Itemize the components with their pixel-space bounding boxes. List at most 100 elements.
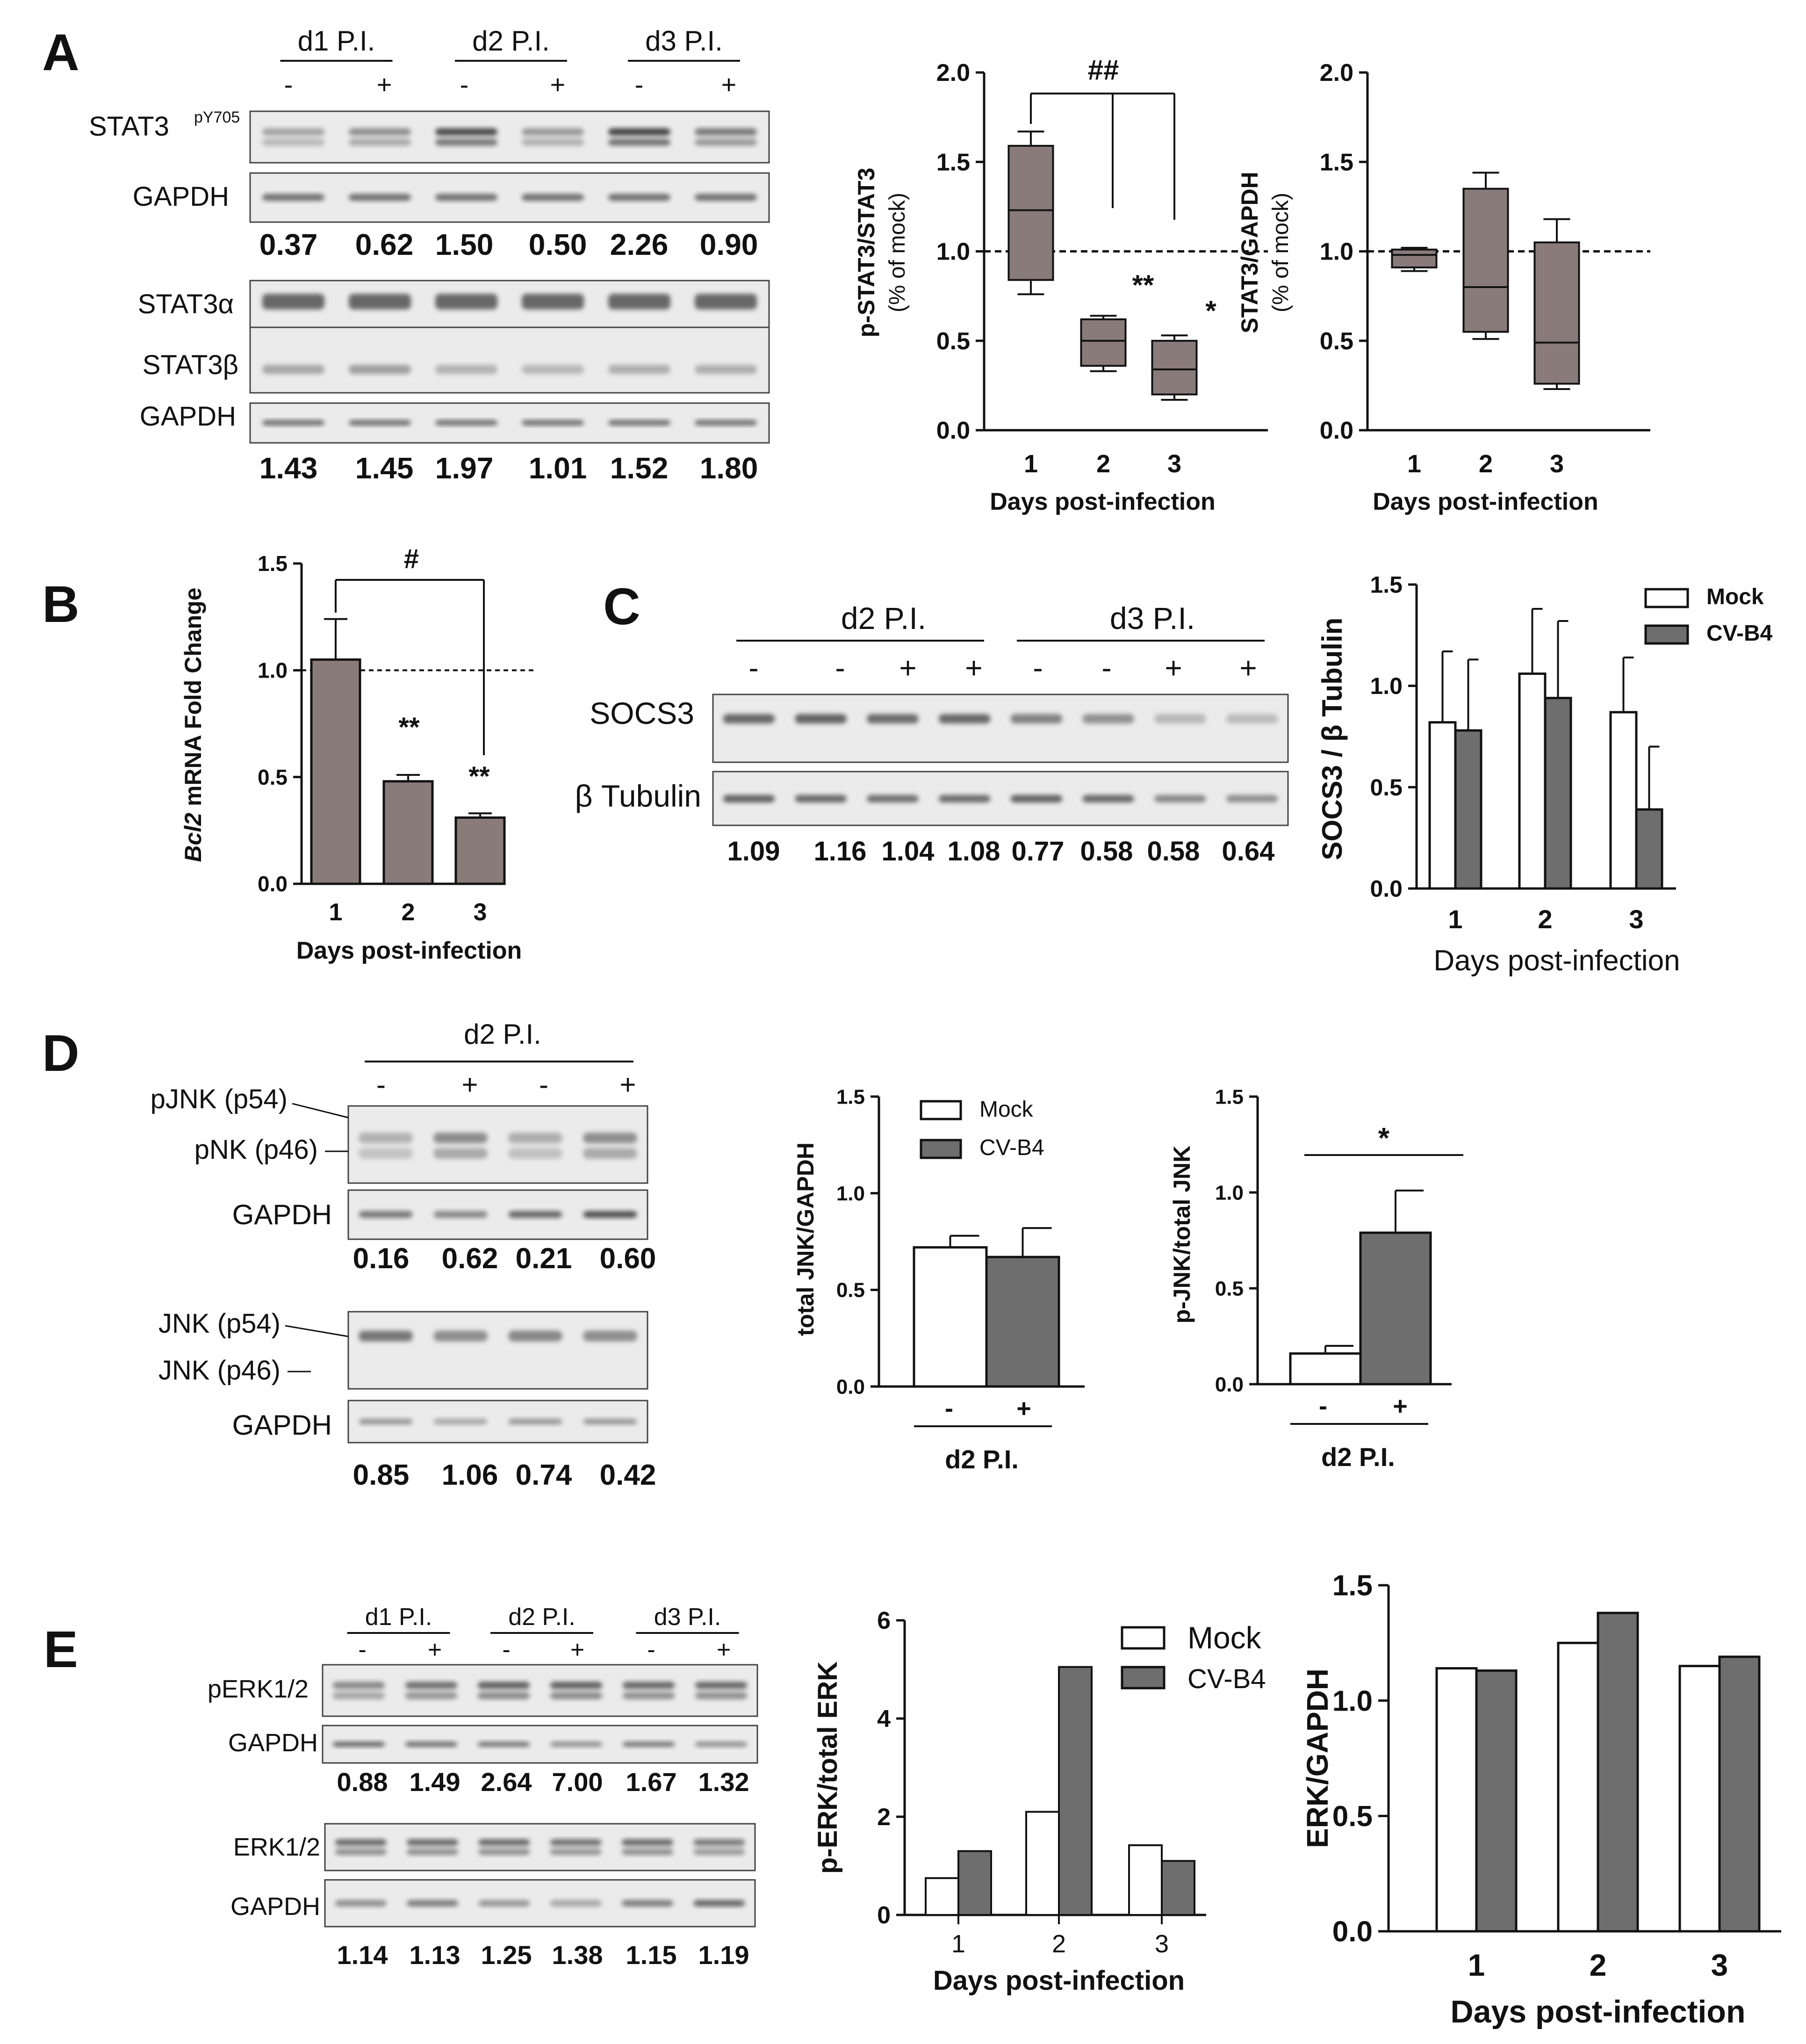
A2-box <box>1462 188 1509 333</box>
C-chart-bar-mock <box>1518 672 1547 890</box>
A2-x-tick-label: 3 <box>1550 450 1564 478</box>
D1-legend-swatch-mock <box>920 1100 962 1120</box>
E-label-erk: ERK1/2 <box>233 1833 320 1861</box>
C-chart-x-label: Days post-infection <box>1433 945 1680 977</box>
A1-x-tick-label: 1 <box>1024 450 1038 478</box>
E-lane-sign: - <box>358 1636 366 1663</box>
E2-chart-y-tick-label: 1.5 <box>1332 1570 1373 1602</box>
B-bar <box>382 780 434 885</box>
A-value-top: 0.37 <box>259 228 318 261</box>
E1-chart-y-tick-label: 0 <box>877 1902 891 1929</box>
E-value-bottom: 1.25 <box>481 1940 532 1970</box>
E1-legend-label-mock: Mock <box>1187 1620 1262 1655</box>
A-label-stat3-alpha: STAT3α <box>138 289 234 319</box>
B-sig-hash: # <box>404 544 419 574</box>
A-blot-stat3-alpha-band <box>694 294 757 310</box>
E2-chart-y-tick-label: 1.0 <box>1332 1685 1373 1717</box>
D-value-bottom: 1.06 <box>442 1459 498 1491</box>
B-x-label: Days post-infection <box>296 937 522 964</box>
E-value-top: 1.49 <box>410 1767 460 1797</box>
D-label-jnk54: JNK (p54) <box>158 1308 281 1339</box>
D-blot-pjnk-band <box>508 1148 562 1159</box>
D2-chart-x-tick-label: + <box>1393 1392 1408 1420</box>
E-blot-erk-band <box>406 1839 459 1846</box>
E1-chart-bar-cv-b4 <box>957 1850 992 1916</box>
D1-chart-x-tick-label: + <box>1016 1394 1031 1423</box>
A-blot-gapdh-2-band <box>521 420 584 426</box>
E-group-label-d2: d2 P.I. <box>508 1603 576 1631</box>
E-group-label-d1: d1 P.I. <box>365 1603 432 1631</box>
E-blot-gapdh-2 <box>324 1879 756 1928</box>
A-blot-pstat3-band <box>435 138 498 146</box>
A-blot-pstat3-band <box>694 128 757 136</box>
B-y-tick-label: 0.0 <box>258 872 288 896</box>
A1-box <box>1007 144 1054 281</box>
A-label-stat3-beta: STAT3β <box>143 350 238 380</box>
C-lane-sign: + <box>899 651 916 685</box>
E1-chart-bar-mock <box>925 1877 959 1916</box>
E-blot-perk-band <box>332 1682 385 1689</box>
D-blot-gapdh-2-band <box>508 1418 562 1425</box>
C-lane-sign: - <box>748 651 758 685</box>
A-value-bottom: 1.01 <box>529 451 587 485</box>
B-x-tick-label: 3 <box>474 899 487 926</box>
D1-chart-y-tick-label: 0.5 <box>836 1279 865 1302</box>
B-y-label: Bcl2 mRNA Fold Change <box>180 587 206 862</box>
D-blot-pjnk-band <box>433 1148 488 1159</box>
A-blot-gapdh-2-band <box>348 420 411 426</box>
D1-legend-label-cvb4: CV-B4 <box>979 1135 1044 1160</box>
C-lane-sign: - <box>1101 651 1111 685</box>
A2-y-label: STAT3/GAPDH <box>1237 172 1263 333</box>
E-blot-erk-band <box>693 1849 745 1855</box>
B-x-tick-label: 1 <box>329 899 343 926</box>
D-label-pjnk54: pJNK (p54) <box>151 1084 288 1114</box>
B-y-tick-label: 1.5 <box>258 551 288 576</box>
A-label-pstat3: STAT3 <box>89 111 169 142</box>
A-lane-sign: - <box>460 70 469 99</box>
B-y-tick-label: 1.0 <box>258 658 288 682</box>
A-lane-sign: - <box>635 70 644 99</box>
E1-chart-bar-cv-b4 <box>1058 1666 1093 1916</box>
A-lane-sign: - <box>284 70 293 99</box>
D-lane-sign: + <box>619 1069 636 1100</box>
E-lane-sign: + <box>717 1636 731 1663</box>
E-blot-erk-band <box>478 1839 530 1846</box>
D-label-pointer <box>292 1103 349 1119</box>
C-chart-x-tick-label: 3 <box>1629 904 1643 934</box>
A-blot-stat3-beta-band <box>435 365 498 374</box>
E-blot-perk-band <box>477 1682 530 1689</box>
E-blot-gapdh-1-band <box>405 1741 458 1747</box>
C-blot-socs3-band <box>723 714 775 724</box>
D-blot-gapdh-2-band <box>433 1418 488 1425</box>
C-value: 0.58 <box>1080 836 1133 867</box>
A-value-bottom: 1.52 <box>610 451 669 485</box>
C-legend-swatch-cvb4 <box>1644 624 1689 645</box>
E2-chart-y-label: ERK/GAPDH <box>1301 1668 1334 1848</box>
C-chart-bar-mock <box>1609 711 1638 890</box>
D-blot-gapdh-2 <box>347 1400 648 1444</box>
A-blot-pstat3-band <box>348 128 411 136</box>
A-blot-stat3-beta <box>249 326 770 394</box>
C-blot-tubulin-band <box>867 794 919 803</box>
C-group-label-d3: d3 P.I. <box>1110 601 1195 636</box>
C-value: 1.04 <box>882 836 935 867</box>
B-bar <box>310 658 361 885</box>
B-bar <box>454 816 506 885</box>
A1-y-tick-label: 1.0 <box>936 238 970 266</box>
A-blot-gapdh-1-band <box>435 194 498 201</box>
A1-sig-day2: ** <box>1132 269 1154 301</box>
C-blot-tubulin-band <box>723 794 775 803</box>
D2-chart-bar-mock <box>1289 1352 1362 1386</box>
C-label-tubulin: β Tubulin <box>575 779 701 813</box>
E-lane-sign: + <box>570 1636 584 1663</box>
C-lane-sign: - <box>1033 651 1043 685</box>
D-blot-gapdh-1-band <box>359 1211 413 1218</box>
D-label-pjnk46: pNK (p46) <box>194 1134 318 1165</box>
C-blot-tubulin-band <box>1082 794 1134 803</box>
E2-chart-x-tick-label: 2 <box>1590 1948 1607 1982</box>
E1-chart-y-tick-label: 2 <box>877 1804 891 1831</box>
E-blot-gapdh-2-band <box>406 1900 459 1907</box>
D-value-top: 0.62 <box>442 1242 498 1275</box>
D-blot-gapdh-2-band <box>359 1418 413 1425</box>
E-label-gapdh-1: GAPDH <box>228 1729 318 1757</box>
